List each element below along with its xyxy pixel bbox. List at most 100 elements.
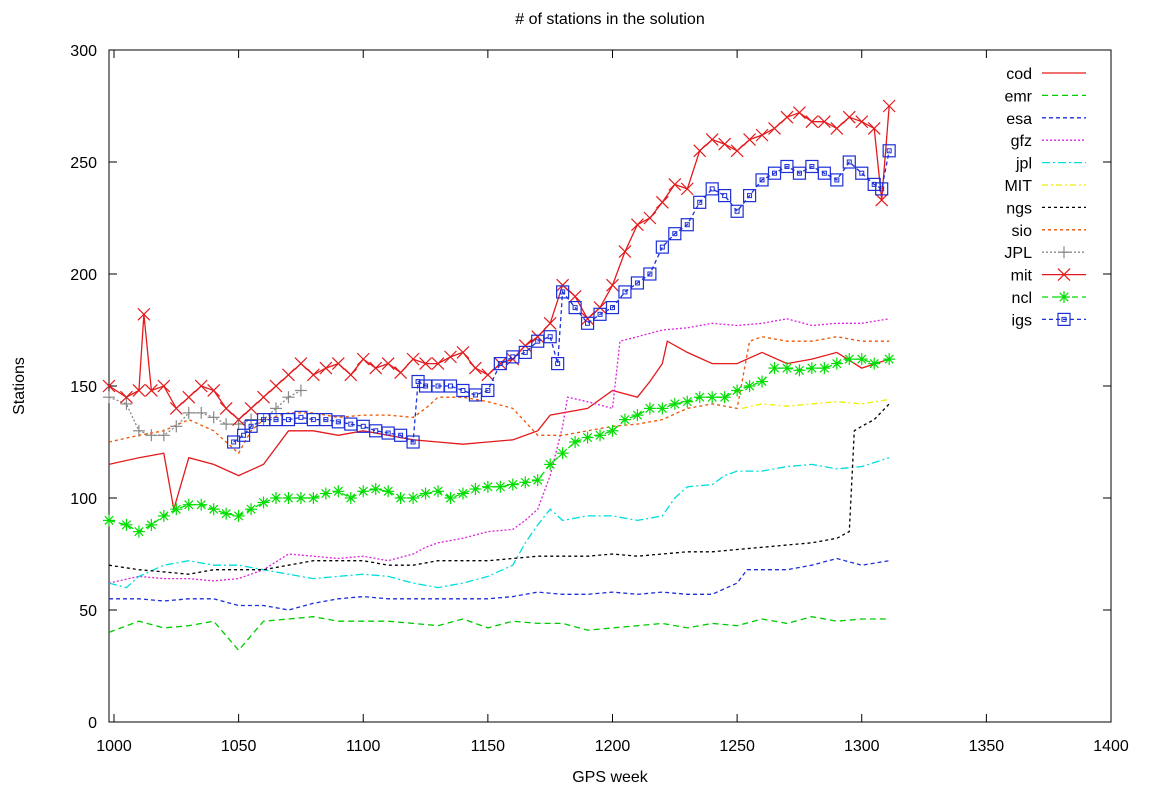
x-tick-label: 1100 xyxy=(346,738,381,755)
data-point xyxy=(581,431,594,444)
data-point xyxy=(817,166,831,180)
data-point xyxy=(103,514,115,527)
data-point xyxy=(568,289,582,303)
y-tick-label: 200 xyxy=(70,267,97,284)
data-point xyxy=(195,498,208,511)
data-point xyxy=(780,110,794,124)
series-line-cod xyxy=(108,340,890,510)
x-tick-label: 1300 xyxy=(844,738,880,755)
data-point xyxy=(580,316,595,330)
y-axis-title: Stations xyxy=(11,357,28,415)
data-point xyxy=(855,166,869,180)
data-point xyxy=(768,362,781,375)
data-point xyxy=(518,345,532,359)
legend-label: esa xyxy=(1006,111,1032,128)
y-tick-label: 0 xyxy=(88,715,97,732)
legend-item-igs: igs xyxy=(1012,312,1086,329)
data-point xyxy=(593,307,607,321)
data-point xyxy=(157,509,170,522)
data-point xyxy=(144,384,158,397)
legend-item-mit: mit xyxy=(1011,268,1086,285)
data-point xyxy=(294,357,308,371)
x-tick-label: 1200 xyxy=(595,738,631,755)
data-point xyxy=(132,525,145,538)
data-point xyxy=(830,173,844,187)
data-point xyxy=(630,218,644,232)
data-point xyxy=(357,485,370,498)
legend-item-cod: cod xyxy=(1006,66,1086,83)
data-point xyxy=(605,301,620,315)
data-point xyxy=(693,391,706,404)
data-point xyxy=(606,278,619,292)
data-point xyxy=(843,353,856,366)
data-point xyxy=(867,121,881,135)
data-point xyxy=(257,390,270,404)
series-MIT xyxy=(741,398,890,410)
data-point xyxy=(842,155,856,169)
data-point xyxy=(780,362,793,375)
data-point xyxy=(344,492,357,504)
series-line-jpl xyxy=(108,457,890,589)
data-point xyxy=(270,492,282,504)
data-point xyxy=(805,362,818,375)
series-line-mit xyxy=(108,105,890,421)
data-point xyxy=(170,420,183,433)
data-point xyxy=(731,384,744,397)
legend-item-jpl: jpl xyxy=(1015,156,1086,173)
data-point xyxy=(394,428,408,442)
data-point xyxy=(681,395,694,408)
data-point xyxy=(518,339,532,353)
data-point xyxy=(693,195,707,209)
data-point xyxy=(594,429,607,442)
series-layer xyxy=(102,99,896,652)
data-point xyxy=(593,301,607,315)
data-point xyxy=(319,361,333,375)
data-point xyxy=(680,218,694,232)
data-point xyxy=(618,285,632,299)
series-line-sio xyxy=(108,336,890,455)
series-gfz xyxy=(108,318,890,584)
data-point xyxy=(282,492,295,504)
x-tick-label: 1400 xyxy=(1093,738,1129,755)
data-point xyxy=(369,483,382,496)
data-point xyxy=(883,353,896,366)
legend-label: MIT xyxy=(1004,178,1032,195)
series-sio xyxy=(108,336,890,455)
series-mit xyxy=(102,99,896,427)
data-point xyxy=(468,361,482,375)
data-point xyxy=(875,182,889,196)
data-point xyxy=(469,483,482,496)
data-point xyxy=(170,503,183,516)
data-point xyxy=(145,429,158,442)
data-point xyxy=(805,159,819,174)
data-point xyxy=(220,507,233,520)
legend-marker xyxy=(1057,268,1071,282)
data-point xyxy=(219,401,233,415)
series-ncl xyxy=(103,353,896,538)
data-point xyxy=(394,492,407,504)
data-point xyxy=(319,487,332,500)
data-point xyxy=(294,492,307,504)
series-jpl xyxy=(108,457,890,589)
data-point xyxy=(407,492,420,504)
y-tick-label: 150 xyxy=(70,379,97,396)
data-point xyxy=(431,357,445,371)
data-point xyxy=(182,406,195,419)
data-point xyxy=(382,485,395,498)
legend-label: sio xyxy=(1012,223,1033,240)
data-point xyxy=(780,159,794,174)
legend-label: gfz xyxy=(1011,133,1032,150)
data-point xyxy=(767,166,782,180)
y-tick-label: 250 xyxy=(70,155,97,172)
data-point xyxy=(606,424,619,437)
data-point xyxy=(306,368,320,382)
data-point xyxy=(506,478,519,491)
data-point xyxy=(531,330,545,344)
data-point xyxy=(456,345,470,359)
series-line-ncl xyxy=(108,358,890,533)
data-point xyxy=(655,195,669,209)
data-point xyxy=(282,391,295,404)
data-point xyxy=(194,379,208,393)
data-point xyxy=(494,480,507,493)
